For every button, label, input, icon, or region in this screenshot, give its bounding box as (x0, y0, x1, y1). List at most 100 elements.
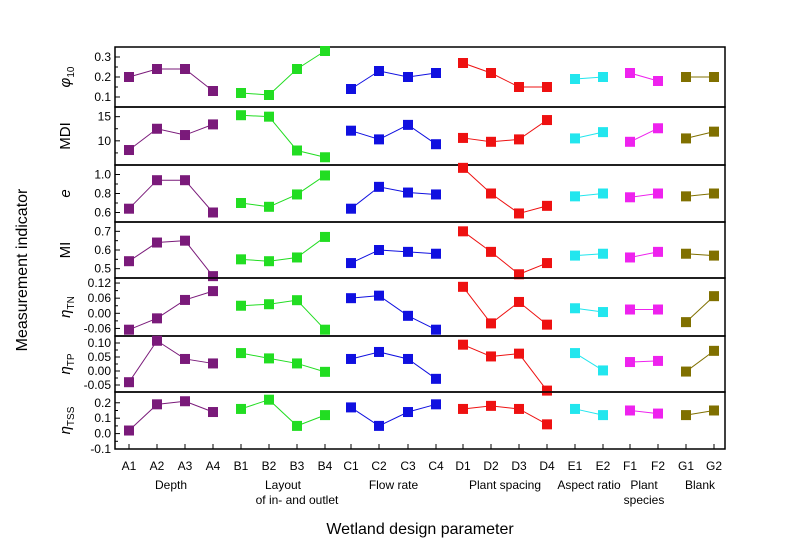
y-tick-label: 0.1 (94, 411, 111, 425)
data-point (208, 407, 218, 418)
data-point (542, 319, 552, 330)
y-tick-label: 0.5 (94, 262, 111, 276)
data-point (292, 295, 302, 306)
data-point (542, 200, 552, 211)
series-line (128, 290, 214, 331)
data-point (124, 324, 134, 335)
data-point (292, 420, 302, 431)
data-point (653, 408, 663, 419)
data-point (598, 72, 608, 82)
series-line (462, 286, 548, 326)
data-point (431, 373, 441, 384)
panel-label: ηTSS (57, 406, 77, 434)
data-point (264, 111, 274, 122)
series-line (462, 167, 548, 214)
group-label-line2: species (624, 493, 665, 507)
data-point (403, 119, 413, 130)
panels-layer: 0.10.20.3φ101015MDI1.00.80.6e0.70.60.5MI… (57, 46, 726, 456)
panel-label: e (57, 189, 74, 197)
data-point (625, 136, 635, 147)
data-point (625, 405, 635, 416)
data-point (292, 145, 302, 156)
x-tick-label: B4 (318, 459, 333, 473)
series-line (128, 340, 214, 383)
data-point (570, 403, 580, 414)
series-line (240, 50, 326, 96)
data-point (346, 293, 356, 304)
y-tick-label: 0.0 (94, 427, 111, 441)
data-point (264, 299, 274, 310)
group-label: Blank (685, 478, 716, 492)
panel-6: 0.20.1 0.0-0.1 ηTSS (57, 391, 726, 456)
series-line (128, 179, 214, 213)
panel-frame (114, 106, 726, 166)
y-tick-label: -0.1 (90, 442, 111, 456)
data-point (180, 64, 190, 74)
x-tick-label: B2 (262, 459, 277, 473)
data-point (542, 115, 552, 126)
data-point (208, 119, 218, 130)
data-point (403, 310, 413, 321)
data-point (514, 269, 524, 280)
data-point (292, 189, 302, 200)
data-point (709, 345, 719, 356)
data-point (152, 313, 162, 324)
series-line (462, 405, 548, 425)
data-point (431, 248, 441, 259)
data-point (709, 188, 719, 199)
data-point (208, 207, 218, 218)
data-point (653, 123, 663, 134)
data-point (431, 68, 441, 78)
data-point (264, 90, 274, 100)
x-axis-label: Wetland design parameter (326, 521, 514, 538)
data-point (681, 410, 691, 421)
data-point (208, 271, 218, 282)
data-point (570, 250, 580, 261)
data-point (681, 72, 691, 82)
y-tick-label: 0.6 (94, 206, 111, 220)
panel-label: MDI (57, 122, 74, 150)
series-line (462, 62, 547, 88)
x-axis: A1 A2 A3 A4 B1 B2 B3 B4 C1 C2 C3 C4 D1 D2 D3 D4 E1 E2 F1 F2… (122, 444, 722, 507)
y-tick-label: -0.06 (84, 321, 112, 335)
data-point (152, 335, 162, 346)
data-point (598, 248, 608, 259)
data-point (346, 125, 356, 136)
data-point (598, 307, 608, 318)
data-point (403, 72, 413, 82)
group-label: Layout (265, 478, 302, 492)
data-point (514, 208, 524, 219)
x-tick-label: F2 (651, 459, 665, 473)
data-point (486, 400, 496, 411)
series-line (128, 240, 214, 277)
group-label: Plant spacing (469, 478, 541, 492)
series-line (462, 344, 548, 391)
data-point (709, 72, 719, 82)
data-point (598, 188, 608, 199)
panel-1: 10 15 MDI (57, 106, 726, 166)
data-point (236, 300, 246, 311)
data-point (486, 68, 496, 78)
panel-label: ηTP (57, 353, 77, 374)
data-point (374, 181, 384, 192)
x-tick-label: E2 (596, 459, 611, 473)
data-point (236, 198, 246, 208)
y-tick-label: 10 (98, 134, 112, 148)
data-point (124, 145, 134, 156)
data-point (625, 252, 635, 263)
data-point (374, 420, 384, 431)
data-point (180, 353, 190, 364)
group-label: Depth (155, 478, 187, 492)
data-point (236, 110, 246, 121)
x-tick-label: E1 (568, 459, 583, 473)
data-point (458, 162, 468, 173)
y-tick-label: 0.3 (94, 50, 111, 64)
x-tick-label: A4 (206, 459, 221, 473)
data-point (124, 425, 134, 436)
y-tick-label: 0.12 (88, 276, 112, 290)
data-point (320, 46, 330, 56)
data-point (292, 252, 302, 263)
data-point (320, 152, 330, 163)
data-point (431, 139, 441, 150)
y-tick-label: 0.05 (88, 350, 112, 364)
